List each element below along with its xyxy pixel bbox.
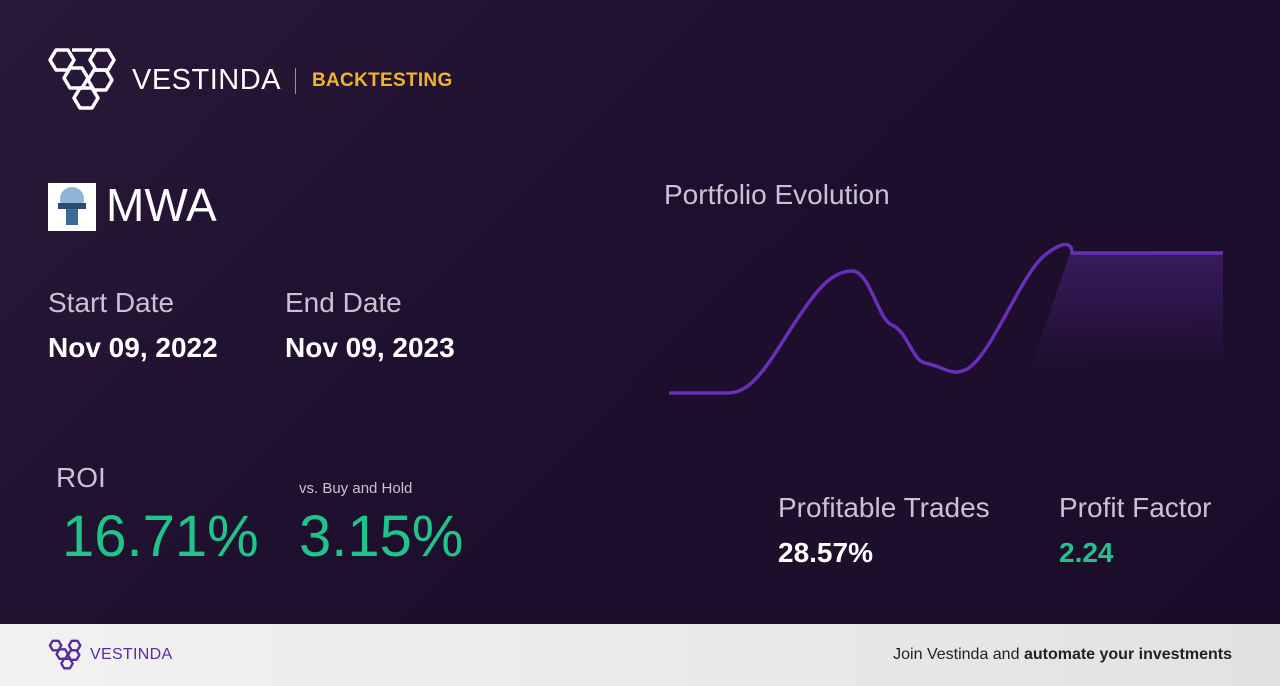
- portfolio-area: [1030, 253, 1223, 370]
- section-label: BACKTESTING: [312, 70, 453, 91]
- profit-factor-label: Profit Factor: [1059, 492, 1212, 523]
- portfolio-chart: [669, 242, 1223, 395]
- end-date-label: End Date: [285, 287, 402, 318]
- footer-brand: VESTINDA: [90, 646, 173, 663]
- separator: [295, 68, 296, 94]
- chart-title: Portfolio Evolution: [664, 179, 890, 210]
- ticker-icon-image: [58, 187, 86, 225]
- end-date: Nov 09, 2023: [285, 332, 455, 363]
- ticker-icon: [48, 183, 96, 231]
- footer-logo: [48, 639, 82, 670]
- start-date-label: Start Date: [48, 287, 175, 318]
- roi-label: ROI: [56, 462, 106, 493]
- footer-cta: Join Vestinda and: [893, 646, 1020, 663]
- footer: VESTINDA Join Vestinda and automate your…: [0, 624, 1280, 686]
- start-date: Nov 09, 2022: [48, 332, 218, 363]
- profit-factor: 2.24: [1059, 537, 1114, 568]
- profitable-trades: 28.57%: [778, 537, 873, 568]
- roi-value: 16.71%: [62, 504, 259, 569]
- portfolio-line: [669, 242, 1223, 395]
- footer-cta-emphasis: automate your investments: [1023, 646, 1232, 663]
- footer-text: Join Vestinda and automate your investme…: [893, 646, 1232, 664]
- vs-label: vs. Buy and Hold: [299, 480, 413, 497]
- ticker: MWA: [106, 179, 217, 231]
- profitable-trades-label: Profitable Trades: [778, 492, 990, 523]
- logo: [48, 48, 116, 110]
- brand: VESTINDA: [132, 64, 282, 96]
- vs-value: 3.15%: [299, 504, 464, 569]
